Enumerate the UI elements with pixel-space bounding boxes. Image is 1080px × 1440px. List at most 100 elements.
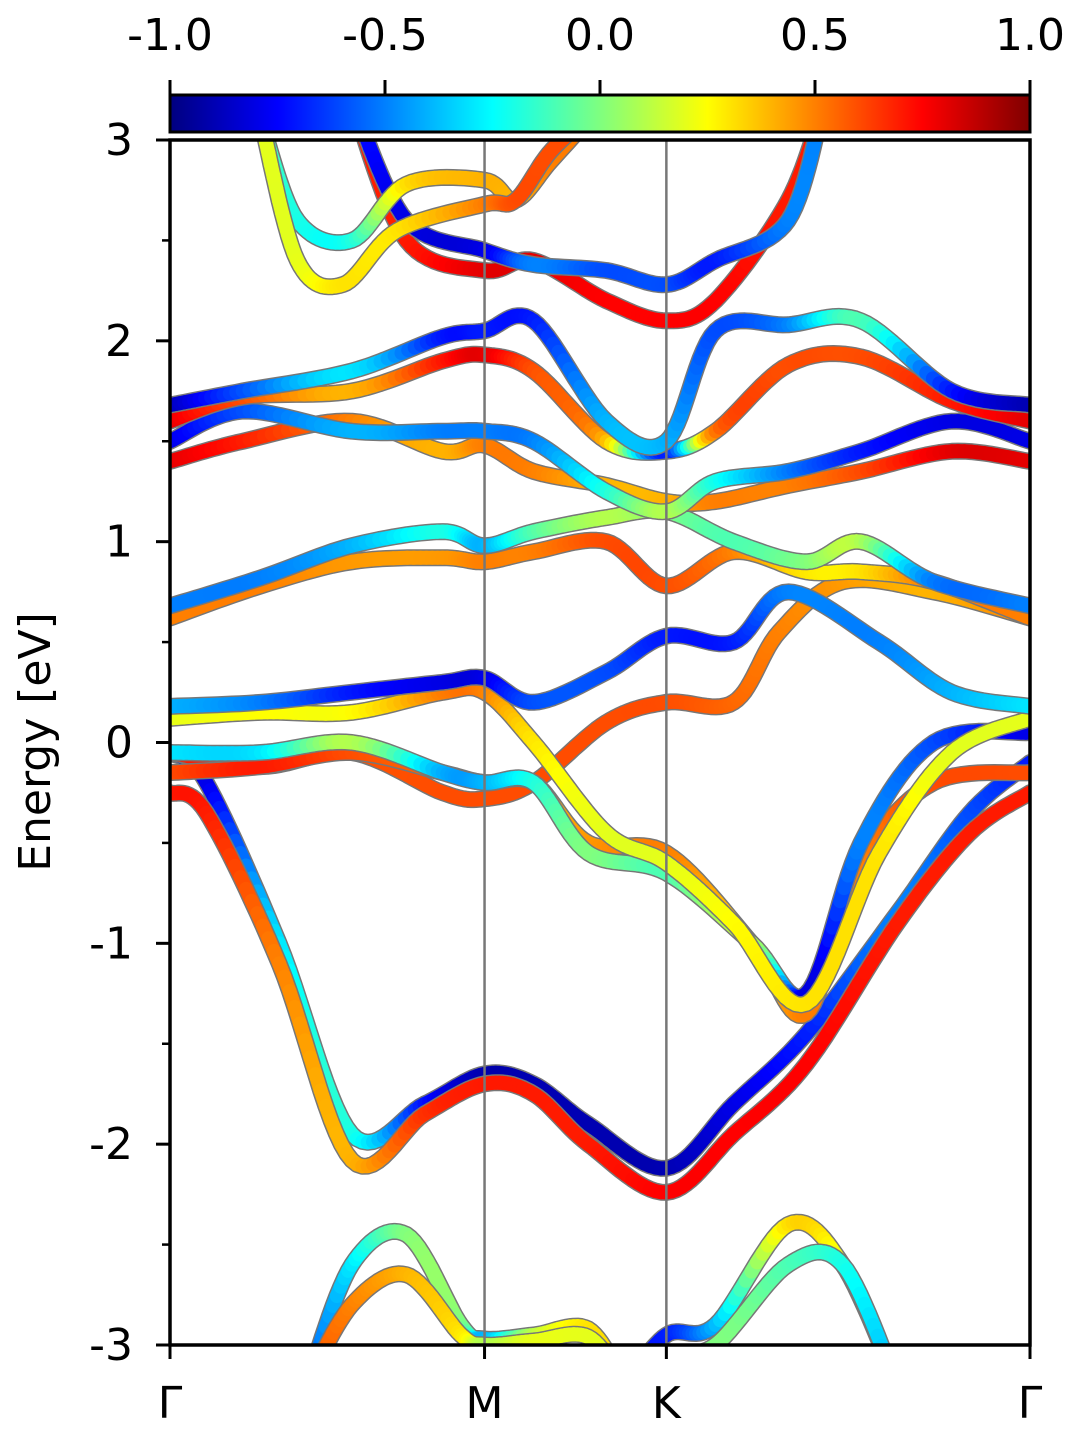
band-segment bbox=[316, 1360, 319, 1366]
band-segment bbox=[625, 1383, 627, 1385]
band-segment bbox=[623, 1383, 624, 1385]
band-segment bbox=[886, 1356, 890, 1365]
band-segment bbox=[626, 1380, 628, 1383]
band-segment bbox=[319, 1354, 322, 1361]
colorbar-tick-label: -0.5 bbox=[342, 10, 428, 61]
band-segment bbox=[886, 1357, 890, 1366]
band-segment bbox=[646, 1352, 650, 1356]
band-17 bbox=[256, 140, 574, 296]
band-segment bbox=[310, 1366, 313, 1374]
band-segment bbox=[617, 1373, 619, 1377]
band-segment bbox=[620, 1377, 622, 1380]
band-segment bbox=[700, 1342, 713, 1345]
band-segment bbox=[628, 1377, 630, 1380]
band-segment bbox=[621, 1380, 623, 1383]
band-segment bbox=[642, 1356, 645, 1360]
band-segment bbox=[610, 1357, 613, 1362]
band-segment bbox=[631, 1378, 634, 1380]
band-8 bbox=[170, 531, 1030, 627]
band-segment bbox=[646, 1366, 650, 1369]
band-segment bbox=[702, 1340, 718, 1345]
band-segment bbox=[660, 1357, 664, 1359]
x-tick-label: K bbox=[652, 1378, 682, 1429]
x-tick-label: M bbox=[466, 1378, 504, 1429]
band-segment bbox=[628, 1380, 630, 1382]
colorbar-tick-label: 0.0 bbox=[565, 10, 635, 61]
colorbar-gradient bbox=[168, 93, 1032, 134]
band-segment bbox=[895, 1380, 897, 1385]
band-segment bbox=[313, 1357, 316, 1366]
band-segment bbox=[607, 1357, 610, 1361]
band-segment bbox=[633, 1376, 636, 1378]
band-segment bbox=[696, 1352, 700, 1353]
band-6 bbox=[170, 679, 1030, 1014]
band-segment bbox=[306, 1380, 308, 1385]
y-tick-label: 3 bbox=[105, 115, 133, 166]
band-segment bbox=[636, 1373, 639, 1376]
colorbar: -1.0 -0.5 0.0 0.5 1.0 bbox=[127, 10, 1065, 134]
y-tick-label: 2 bbox=[105, 316, 133, 367]
band-segment bbox=[623, 1383, 624, 1386]
x-tick-label: Γ bbox=[1018, 1378, 1043, 1429]
band-19 bbox=[308, 1265, 624, 1385]
band-segment bbox=[642, 1368, 645, 1371]
band-segment bbox=[670, 1353, 673, 1354]
band-segment bbox=[895, 1380, 897, 1385]
y-tick-label: -2 bbox=[89, 1119, 133, 1170]
band-segment bbox=[318, 1339, 333, 1345]
band-segment bbox=[610, 1361, 613, 1365]
band-segment bbox=[889, 1365, 892, 1373]
band-segment bbox=[889, 1366, 892, 1374]
band-segment bbox=[556, 140, 572, 146]
band-segment bbox=[617, 1371, 619, 1375]
band-7 bbox=[170, 583, 1030, 715]
band-5 bbox=[170, 722, 1030, 1006]
band-segment bbox=[594, 1341, 608, 1345]
band-segment bbox=[308, 1378, 310, 1382]
band-segment bbox=[620, 1376, 622, 1380]
band-segment bbox=[613, 1362, 616, 1367]
band-9 bbox=[170, 501, 1030, 615]
band-segment bbox=[604, 1352, 607, 1356]
band-segment bbox=[892, 1373, 895, 1380]
colorbar-tick-label: -1.0 bbox=[127, 10, 213, 61]
y-tick-label: 1 bbox=[105, 517, 133, 568]
band-13 bbox=[170, 307, 1030, 456]
band-segment bbox=[656, 1359, 659, 1361]
band-segment bbox=[597, 1339, 612, 1345]
band-segment bbox=[621, 1380, 623, 1383]
x-tick-label: Γ bbox=[158, 1378, 183, 1429]
band-segment bbox=[639, 1371, 642, 1374]
band-segment bbox=[875, 1340, 889, 1345]
y-axis-title: Energy [eV] bbox=[10, 612, 61, 872]
band-segment bbox=[892, 1374, 895, 1381]
band-segment bbox=[604, 1344, 610, 1345]
band-15 bbox=[358, 140, 824, 294]
band-segment bbox=[310, 1372, 313, 1377]
colorbar-tick-label: 0.5 bbox=[780, 10, 850, 61]
band-segment bbox=[613, 1365, 616, 1369]
band-segment bbox=[615, 1367, 617, 1372]
band-segment bbox=[874, 1339, 889, 1345]
band-11 bbox=[170, 402, 1030, 521]
band-segment bbox=[625, 1384, 627, 1385]
band-segment bbox=[312, 1340, 326, 1345]
band-segment bbox=[615, 1369, 617, 1373]
band-segment bbox=[313, 1367, 316, 1373]
band-21 bbox=[625, 1243, 897, 1385]
band-segment bbox=[631, 1373, 634, 1377]
band-segment bbox=[626, 1382, 628, 1384]
band-segment bbox=[700, 1344, 706, 1345]
band-segment bbox=[645, 1340, 660, 1345]
y-tick-label: 0 bbox=[105, 718, 133, 769]
y-tick-label: -1 bbox=[89, 918, 133, 969]
y-tick-label: -3 bbox=[89, 1320, 133, 1371]
band-segment bbox=[649, 1363, 653, 1366]
band-segment bbox=[653, 1361, 657, 1363]
band-segment bbox=[639, 1361, 642, 1365]
band-segment bbox=[636, 1365, 639, 1369]
colorbar-tick-label: 1.0 bbox=[995, 10, 1065, 61]
band-segment bbox=[633, 1369, 636, 1373]
band-2 bbox=[170, 784, 1030, 1201]
